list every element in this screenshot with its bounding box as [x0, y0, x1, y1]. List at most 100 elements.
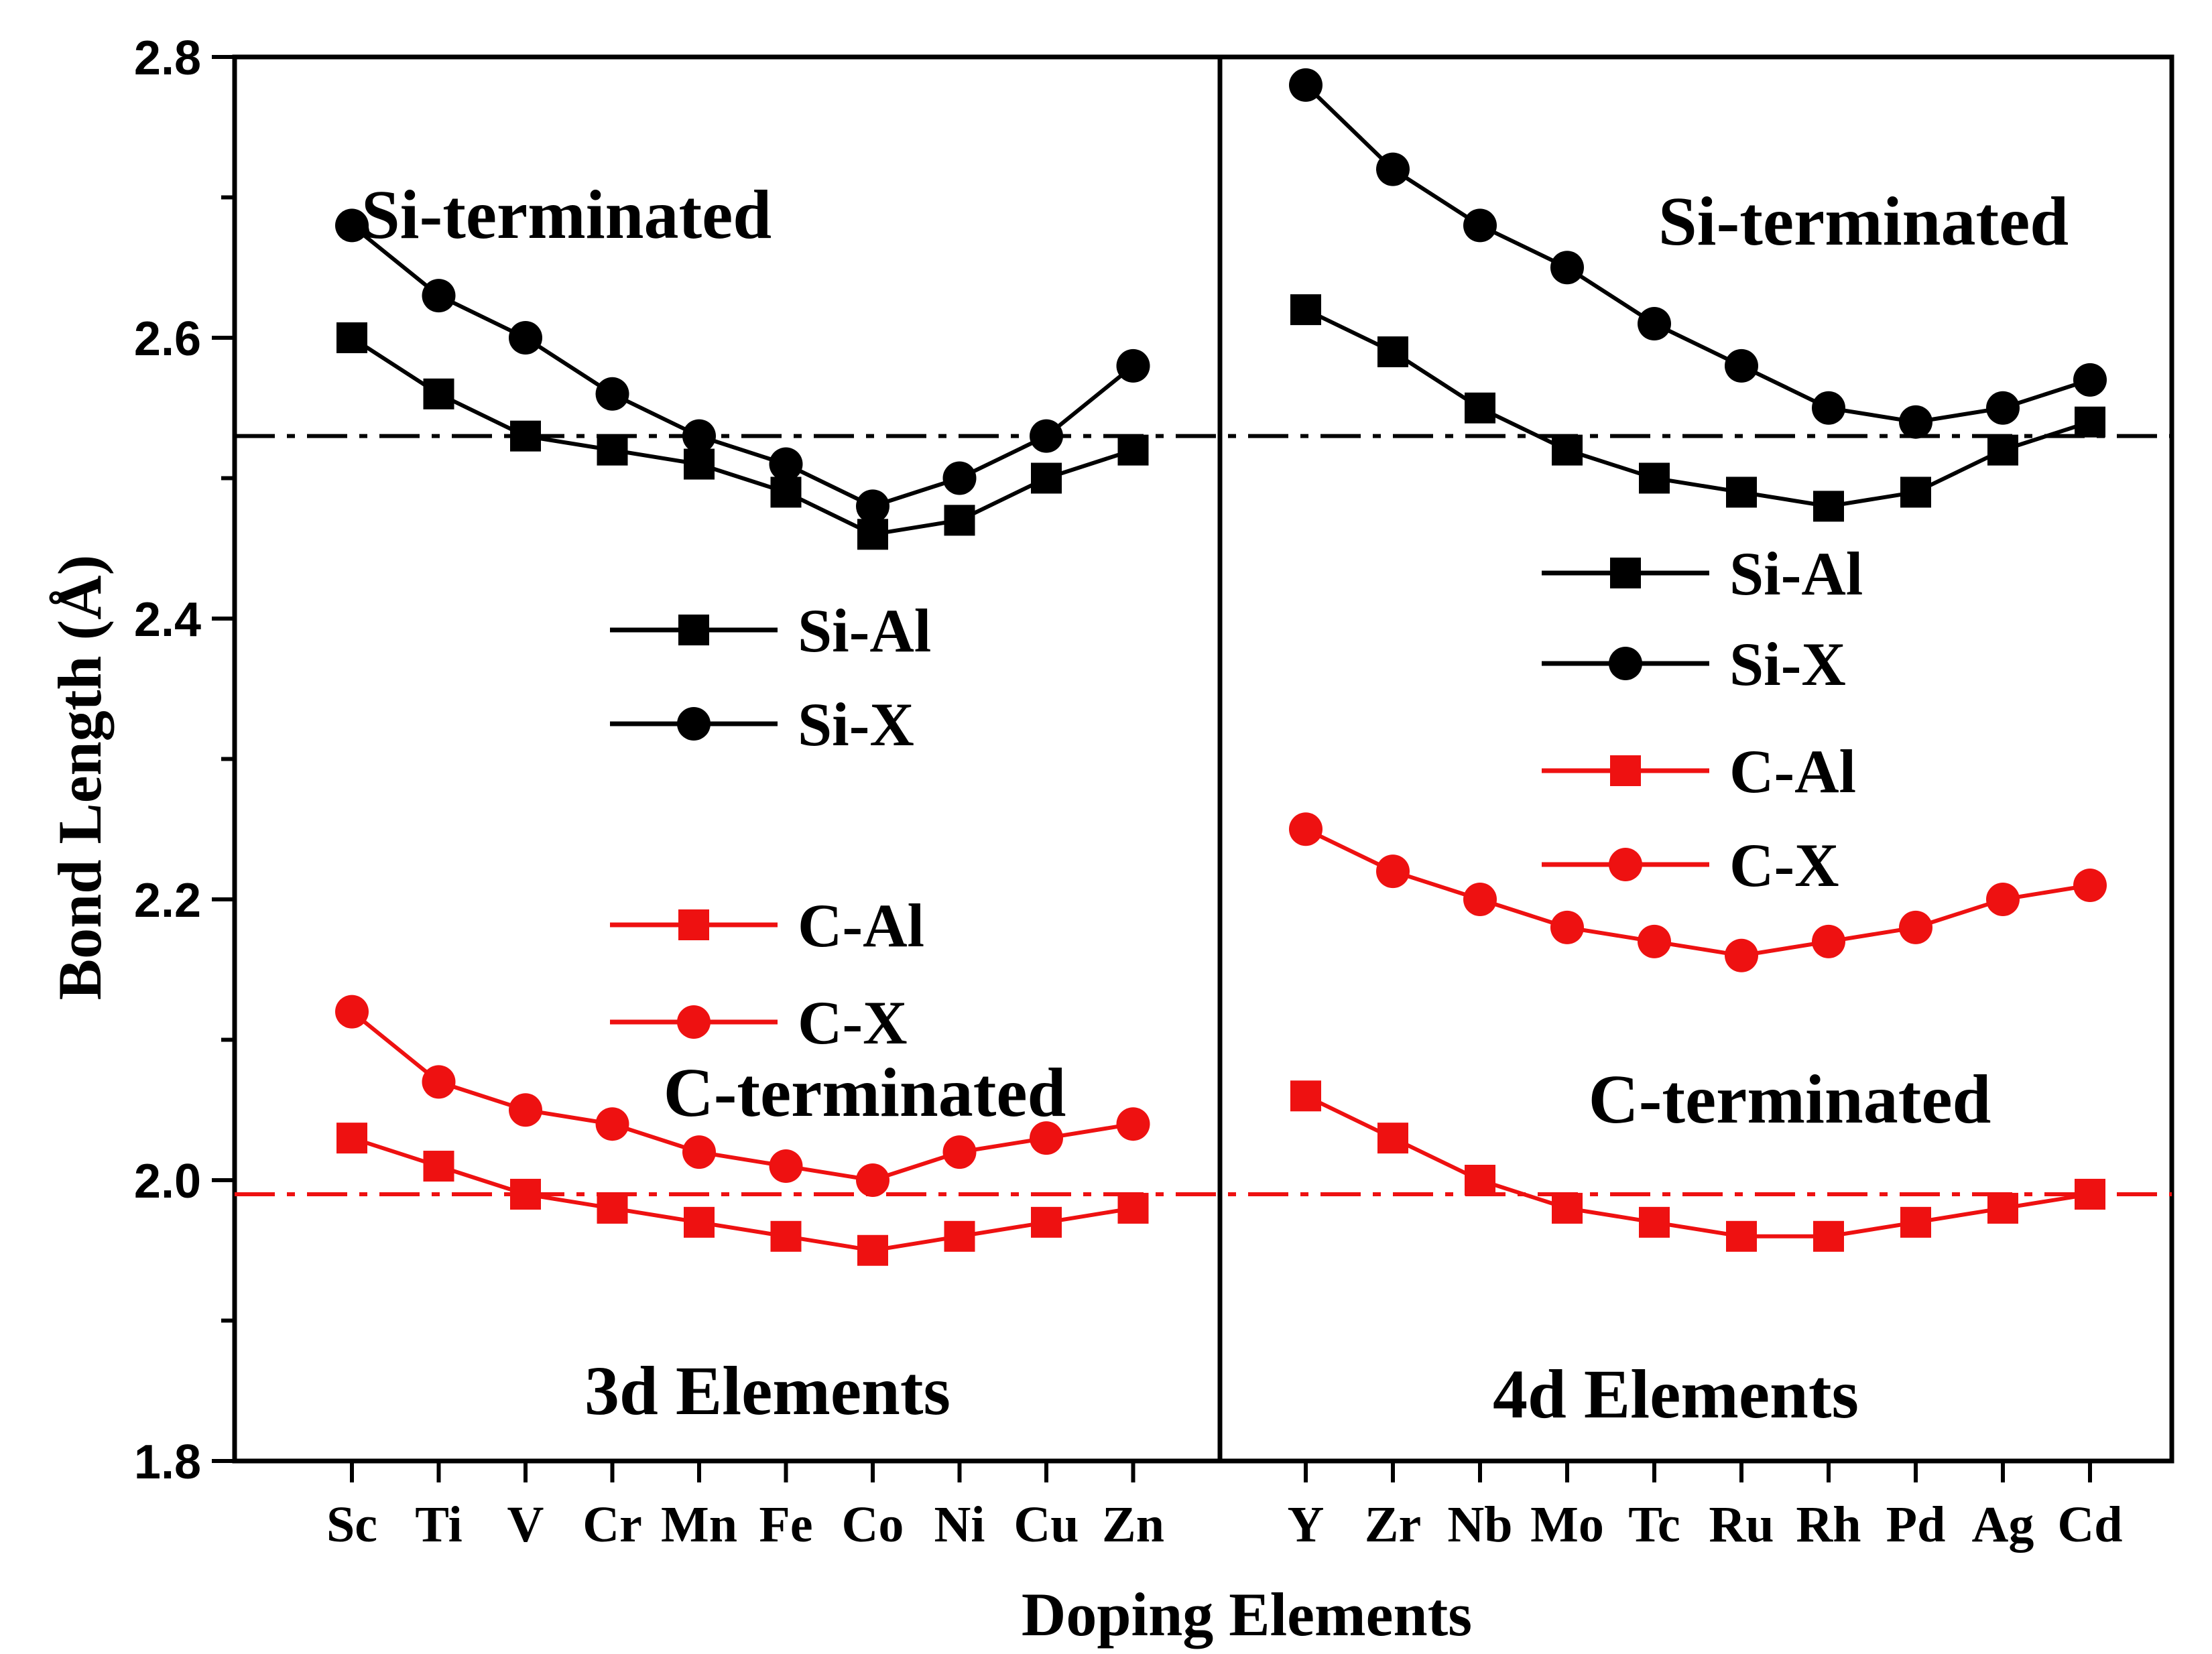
- data-point: [944, 1220, 975, 1252]
- data-point: [1117, 1192, 1149, 1224]
- data-point: [595, 377, 629, 411]
- data-point: [1116, 348, 1150, 383]
- data-point: [1639, 462, 1670, 494]
- data-point: [1030, 1121, 1063, 1155]
- data-point: [1030, 419, 1063, 453]
- data-point: [1377, 336, 1408, 367]
- data-point: [1289, 68, 1323, 102]
- legend-marker: [677, 707, 711, 741]
- series-line-si-x: [351, 224, 1135, 509]
- series-line-c-x: [1304, 827, 2091, 958]
- x-tick-label: Cd: [2057, 1497, 2122, 1553]
- x-tick-label: Sc: [326, 1497, 377, 1553]
- x-tick-label: Cu: [1013, 1497, 1079, 1553]
- data-point: [1376, 854, 1410, 889]
- data-point: [857, 519, 888, 550]
- legend-label: C-Al: [798, 891, 924, 960]
- data-point: [422, 1065, 456, 1099]
- y-tick-label: 2.4: [134, 593, 201, 647]
- data-point: [769, 1149, 803, 1184]
- data-point: [597, 1192, 628, 1224]
- data-point: [1376, 152, 1410, 186]
- legend-marker: [1610, 558, 1641, 588]
- data-point: [1726, 476, 1757, 508]
- data-point: [682, 419, 716, 453]
- data-point: [336, 1123, 367, 1154]
- panel-annotation: 4d Elements: [1493, 1356, 1859, 1433]
- data-point: [597, 434, 628, 466]
- x-tick-label: Y: [1288, 1497, 1325, 1553]
- x-tick-label: Ti: [415, 1497, 462, 1553]
- data-point: [1725, 938, 1758, 972]
- data-point: [856, 489, 889, 523]
- data-point: [1550, 251, 1584, 285]
- data-point: [2075, 1178, 2105, 1210]
- data-point: [1639, 1206, 1670, 1238]
- legend-marker: [1609, 647, 1642, 680]
- series-line-c-al: [1304, 1094, 2091, 1238]
- data-point: [1550, 910, 1584, 944]
- y-tick-label: 2.2: [134, 874, 201, 928]
- series-line-si-al: [1304, 308, 2091, 509]
- plot-area: [232, 54, 2174, 1464]
- x-tick-label: Pd: [1886, 1497, 1946, 1553]
- data-point: [682, 1135, 716, 1169]
- x-tick-label: Ni: [934, 1497, 985, 1553]
- data-point: [1117, 434, 1149, 466]
- data-point: [1987, 434, 2018, 466]
- x-tick-label: Zn: [1102, 1497, 1164, 1553]
- x-tick-label: Cr: [582, 1497, 642, 1553]
- data-point: [1638, 924, 1671, 958]
- panel-annotation: C-terminated: [1589, 1061, 1991, 1138]
- y-axis: 1.8 2.0 2.2 2.4 2.6 2.8: [134, 31, 235, 1489]
- data-point: [1290, 1080, 1321, 1112]
- data-point: [509, 321, 542, 355]
- legend-marker: [678, 615, 709, 645]
- data-point: [684, 448, 715, 480]
- data-point: [1813, 1220, 1844, 1252]
- data-point: [770, 476, 802, 508]
- legend-label: C-X: [1729, 831, 1839, 899]
- y-tick-label: 2.6: [134, 312, 201, 366]
- data-point: [1377, 1123, 1408, 1154]
- data-point: [1900, 1206, 1931, 1238]
- legend-marker: [1609, 848, 1642, 881]
- legend-label: Si-X: [798, 690, 914, 759]
- data-point: [1290, 294, 1321, 326]
- data-point: [1899, 910, 1932, 944]
- data-point: [2075, 406, 2105, 438]
- data-point: [510, 420, 541, 452]
- data-point: [2073, 869, 2107, 903]
- panel-annotation: Si-terminated: [1658, 183, 2069, 260]
- legend-label: Si-Al: [798, 596, 931, 665]
- data-point: [1899, 405, 1932, 439]
- data-point: [510, 1178, 541, 1210]
- data-point: [1986, 391, 2020, 425]
- data-point: [1812, 924, 1845, 958]
- data-point: [595, 1107, 629, 1141]
- legends: Si-Al Si-X C-Al C-X Si-Al Si-X C-Al C-X: [610, 539, 1863, 1057]
- legend-marker: [1610, 755, 1641, 786]
- data-point: [1813, 491, 1844, 522]
- series-line-si-x: [1304, 83, 2091, 424]
- data-point: [1987, 1192, 2018, 1224]
- legend-label: Si-X: [1729, 630, 1846, 698]
- data-point: [1463, 208, 1497, 243]
- data-point: [1116, 1107, 1150, 1141]
- series-line-c-al: [351, 1136, 1133, 1253]
- data-point: [1465, 1165, 1495, 1196]
- data-point: [684, 1206, 715, 1238]
- data-point: [1552, 1192, 1583, 1224]
- x-tick-label: Ru: [1709, 1497, 1774, 1553]
- data-point: [856, 1163, 889, 1197]
- data-point: [1552, 434, 1583, 466]
- x-tick-label: Fe: [759, 1497, 812, 1553]
- series-line-si-al: [351, 336, 1134, 537]
- x-tick-label: Zr: [1365, 1497, 1421, 1553]
- data-point: [422, 279, 456, 313]
- panel-annotation: Si-terminated: [361, 176, 772, 253]
- data-point: [335, 995, 369, 1029]
- data-point: [1465, 392, 1495, 424]
- data-point: [1289, 812, 1323, 846]
